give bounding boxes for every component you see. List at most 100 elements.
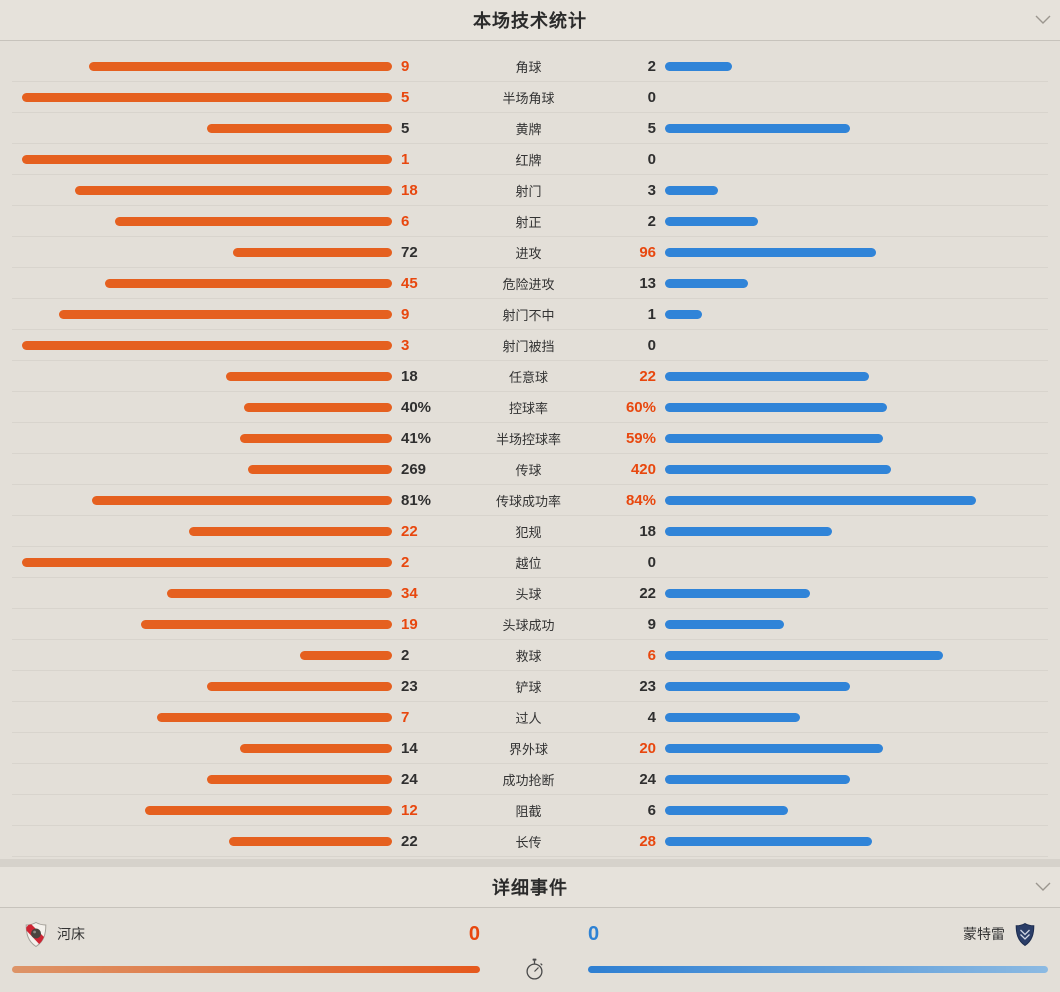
home-stat-bar	[240, 434, 392, 443]
home-stat-value: 81%	[401, 492, 432, 509]
away-team-cell: 0 蒙特雷	[588, 919, 1060, 949]
home-team-crest-icon	[25, 921, 47, 947]
row-divider	[12, 267, 1048, 268]
stat-label: 射门被挡	[502, 339, 555, 354]
home-stat-value: 45	[401, 275, 418, 292]
stats-panel-header: 本场技术统计	[0, 0, 1060, 41]
away-bar-track	[665, 744, 1035, 753]
away-bar-track	[665, 403, 1035, 412]
away-bar-track	[665, 124, 1035, 133]
home-stat-value: 40%	[401, 399, 432, 416]
home-stat-value: 72	[401, 244, 418, 261]
home-stat-bar	[22, 93, 392, 102]
home-stat-value: 24	[401, 771, 418, 788]
home-bar-track	[22, 217, 392, 226]
stat-label: 传球	[515, 463, 542, 478]
stats-list: 9 角球 2 5 半场角球 0 5 黄牌 5 1 红牌 0 18 射门 3 6 射正 2 72 进攻 96 45 危险进攻 1…	[0, 41, 1060, 857]
home-stat-bar	[247, 465, 392, 474]
away-stat-bar	[665, 806, 789, 815]
stat-row: 12 阻截 6	[0, 795, 1060, 826]
away-stat-value: 9	[647, 616, 656, 633]
away-stat-bar	[665, 62, 733, 71]
row-divider	[12, 670, 1048, 671]
away-stat-value: 0	[647, 89, 656, 106]
away-stat-bar	[665, 186, 718, 195]
away-stat-value: 5	[647, 120, 656, 137]
home-stat-value: 19	[401, 616, 418, 633]
home-bar-track	[22, 651, 392, 660]
row-divider	[12, 391, 1048, 392]
home-bar-track	[22, 372, 392, 381]
home-stat-value: 14	[401, 740, 418, 757]
away-bar-track	[665, 372, 1035, 381]
home-team-cell: 河床 0	[0, 919, 480, 949]
stat-row: 3 射门被挡 0	[0, 330, 1060, 361]
stat-row: 19 头球成功 9	[0, 609, 1060, 640]
stat-row: 72 进攻 96	[0, 237, 1060, 268]
away-stat-value: 84%	[625, 492, 656, 509]
home-stat-value: 2	[401, 647, 410, 664]
away-stat-bar	[665, 651, 943, 660]
away-bar-track	[665, 558, 1035, 567]
home-bar-track	[22, 434, 392, 443]
home-stat-bar	[92, 496, 392, 505]
stat-label: 任意球	[508, 370, 548, 385]
stat-label: 长传	[515, 835, 542, 850]
home-stat-value: 5	[401, 120, 410, 137]
away-bar-track	[665, 651, 1035, 660]
away-bar-track	[665, 682, 1035, 691]
home-bar-track	[22, 62, 392, 71]
stat-row: 18 射门 3	[0, 175, 1060, 206]
away-bar-track	[665, 62, 1035, 71]
stat-label: 进攻	[515, 246, 542, 261]
home-stat-bar	[22, 155, 392, 164]
stat-label: 阻截	[515, 804, 542, 819]
away-stat-bar	[665, 279, 748, 288]
events-body: 河床 0 0 蒙特雷	[0, 908, 1060, 980]
chevron-down-icon[interactable]	[1034, 881, 1052, 893]
row-divider	[12, 329, 1048, 330]
row-divider	[12, 360, 1048, 361]
home-stat-value: 2	[401, 554, 410, 571]
stat-row: 22 犯规 18	[0, 516, 1060, 547]
stat-label: 黄牌	[515, 122, 542, 137]
away-stat-bar	[665, 496, 976, 505]
away-bar-track	[665, 465, 1035, 474]
stat-row: 269 传球 420	[0, 454, 1060, 485]
away-stat-bar	[665, 372, 869, 381]
away-stat-value: 22	[639, 368, 656, 385]
stat-label: 射门不中	[502, 308, 555, 323]
home-stat-bar	[233, 248, 392, 257]
away-stat-value: 3	[647, 182, 656, 199]
home-stat-bar	[22, 558, 392, 567]
stat-label: 头球	[515, 587, 542, 602]
away-stat-bar	[665, 744, 883, 753]
stat-row: 1 红牌 0	[0, 144, 1060, 175]
stat-label: 控球率	[508, 401, 548, 416]
away-team-crest-icon	[1015, 922, 1035, 946]
stat-label: 犯规	[515, 525, 542, 540]
home-stat-value: 18	[401, 182, 418, 199]
home-stat-bar	[207, 775, 392, 784]
row-divider	[12, 205, 1048, 206]
home-bar-track	[22, 155, 392, 164]
chevron-down-icon[interactable]	[1034, 14, 1052, 26]
away-stat-value: 28	[639, 833, 656, 850]
home-bar-track	[22, 558, 392, 567]
timer-cell	[480, 958, 588, 981]
row-divider	[12, 825, 1048, 826]
away-bar-track	[665, 186, 1035, 195]
home-bar-track	[22, 775, 392, 784]
home-stat-bar	[207, 124, 392, 133]
away-stat-value: 13	[639, 275, 656, 292]
home-stat-bar	[299, 651, 392, 660]
home-stat-bar	[59, 310, 392, 319]
home-bar-track	[22, 589, 392, 598]
home-stat-value: 22	[401, 833, 418, 850]
home-bar-track	[22, 341, 392, 350]
home-stat-value: 34	[401, 585, 418, 602]
away-stat-value: 59%	[625, 430, 656, 447]
stat-label: 角球	[515, 60, 542, 75]
stat-row: 81% 传球成功率 84%	[0, 485, 1060, 516]
